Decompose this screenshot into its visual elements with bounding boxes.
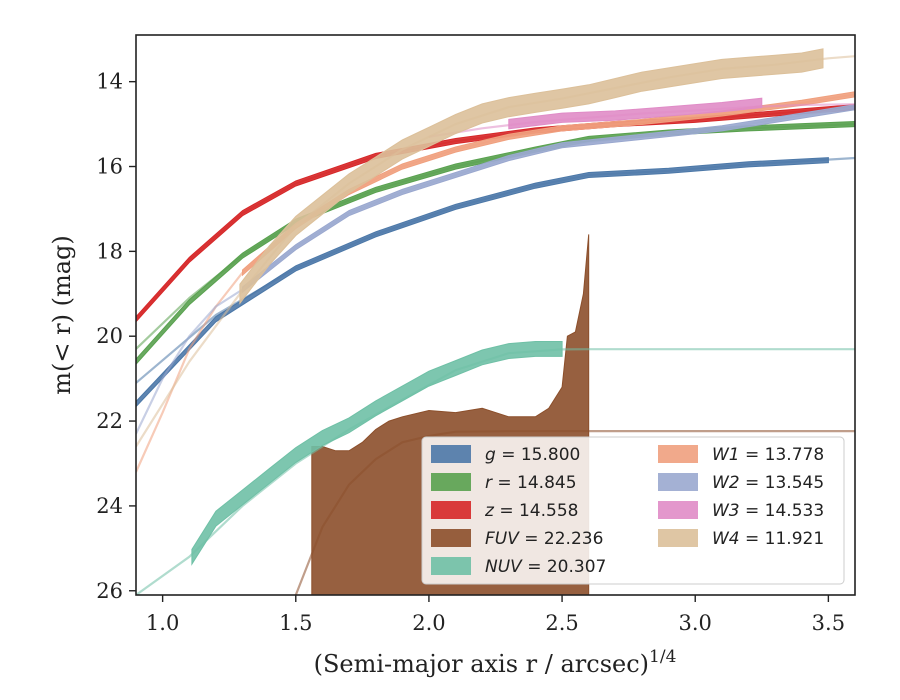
plot-frame (135, 34, 856, 596)
legend-label-w2: W2 = 13.545 (712, 473, 824, 493)
y-tick-label: 18 (96, 239, 123, 263)
legend-value: = 14.845 (492, 473, 577, 493)
legend-variable: z (484, 501, 495, 521)
series-w4 (136, 48, 855, 448)
legend-label-w4: W4 = 11.921 (712, 529, 824, 549)
y-tick-label: 22 (96, 409, 123, 433)
legend-value: = 20.307 (522, 557, 607, 577)
y-tick-label: 16 (96, 155, 123, 179)
series-r (136, 120, 855, 365)
legend-label-g: g = 15.800 (485, 445, 580, 465)
legend-value: = 15.800 (496, 445, 581, 465)
legend-label-nuv: NUV = 20.307 (485, 557, 606, 577)
legend-swatch-w1 (658, 445, 698, 463)
legend-label-w3: W3 = 14.533 (712, 501, 824, 521)
series-nuv-band (191, 341, 563, 566)
series-w3-band (508, 97, 763, 130)
x-tick-label: 3.5 (812, 611, 845, 635)
legend-swatch-z (431, 501, 471, 519)
x-tick-label: 3.0 (679, 611, 712, 635)
legend-swatch-w3 (658, 501, 698, 519)
x-tick-label: 1.0 (146, 611, 179, 635)
x-tick-label: 1.5 (279, 611, 312, 635)
legend-variable: NUV (485, 557, 523, 577)
legend-variable: W1 (712, 445, 740, 465)
series-w3 (428, 97, 855, 138)
series-w2 (136, 104, 855, 435)
x-axis-label-exponent: 1/4 (649, 647, 676, 667)
series-w2-band (242, 104, 855, 294)
y-axis-ticks: 14 16 18 20 22 24 26 (96, 70, 136, 603)
legend-value: = 14.533 (740, 501, 825, 521)
series-g (136, 156, 855, 408)
legend-swatch-fuv (431, 529, 471, 547)
x-tick-label: 2.0 (412, 611, 445, 635)
legend-value: = 22.236 (519, 529, 604, 549)
legend-swatch-g (431, 445, 471, 463)
legend-label-z: z = 14.558 (484, 501, 578, 521)
legend-label-r: r = 14.845 (485, 473, 577, 493)
legend-swatch-w2 (658, 473, 698, 491)
series-r-band (136, 120, 855, 365)
series-nuv (136, 341, 855, 595)
legend-swatch-nuv (431, 557, 471, 575)
series-z (136, 104, 855, 323)
series-g-band (136, 157, 829, 408)
legend-swatch-w4 (658, 529, 698, 547)
legend-label-fuv: FUV = 22.236 (485, 529, 603, 549)
series-w4-band (239, 48, 824, 305)
legend-variable: r (485, 473, 493, 493)
x-tick-label: 2.5 (545, 611, 578, 635)
legend-variable: W4 (712, 529, 740, 549)
x-axis-label: (Semi-major axis r / arcsec)1/4 (314, 647, 677, 678)
legend-value: = 11.921 (740, 529, 825, 549)
legend-value: = 13.778 (740, 445, 825, 465)
legend-value: = 13.545 (740, 473, 825, 493)
legend-swatch-r (431, 473, 471, 491)
legend-variable: FUV (485, 529, 520, 549)
y-tick-label: 24 (96, 494, 123, 518)
y-tick-label: 26 (96, 579, 123, 603)
legend-variable: W2 (712, 473, 740, 493)
y-axis-label: m(< r) (mag) (48, 235, 76, 394)
legend-value: = 14.558 (494, 501, 579, 521)
legend-variable: g (485, 445, 496, 465)
legend-variable: W3 (712, 501, 740, 521)
y-tick-label: 20 (96, 324, 123, 348)
y-tick-label: 14 (96, 70, 123, 94)
series-layer (136, 48, 855, 595)
x-axis-ticks: 1.0 1.5 2.0 2.5 3.0 3.5 (146, 595, 845, 635)
legend-label-w1: W1 = 13.778 (712, 445, 824, 465)
legend-frame (421, 436, 845, 585)
series-z-band (136, 104, 855, 323)
x-axis-label-main: (Semi-major axis r / arcsec) (314, 650, 649, 678)
